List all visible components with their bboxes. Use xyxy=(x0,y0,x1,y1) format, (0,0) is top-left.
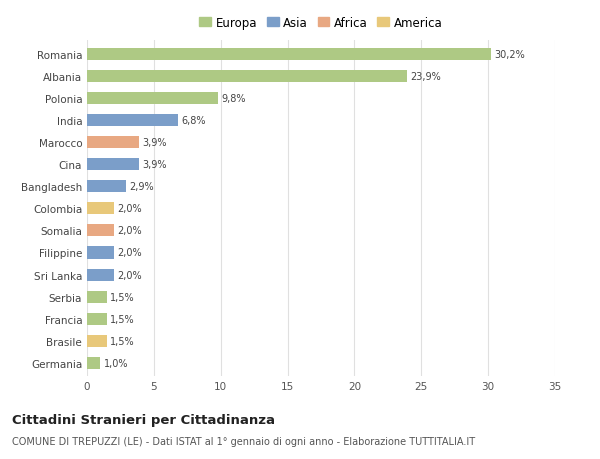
Bar xyxy=(87,71,407,83)
Text: 9,8%: 9,8% xyxy=(221,94,246,104)
Text: 2,0%: 2,0% xyxy=(117,226,142,236)
Text: 1,0%: 1,0% xyxy=(104,358,128,368)
Text: 1,5%: 1,5% xyxy=(110,292,135,302)
Bar xyxy=(87,225,114,237)
Text: 2,0%: 2,0% xyxy=(117,270,142,280)
Text: Cittadini Stranieri per Cittadinanza: Cittadini Stranieri per Cittadinanza xyxy=(12,413,275,426)
Bar xyxy=(87,313,107,325)
Text: 3,9%: 3,9% xyxy=(142,160,167,170)
Text: 1,5%: 1,5% xyxy=(110,314,135,324)
Bar xyxy=(87,247,114,259)
Text: 23,9%: 23,9% xyxy=(410,72,440,82)
Text: 6,8%: 6,8% xyxy=(181,116,206,126)
Bar xyxy=(87,357,100,369)
Text: COMUNE DI TREPUZZI (LE) - Dati ISTAT al 1° gennaio di ogni anno - Elaborazione T: COMUNE DI TREPUZZI (LE) - Dati ISTAT al … xyxy=(12,436,475,446)
Text: 1,5%: 1,5% xyxy=(110,336,135,346)
Bar xyxy=(87,137,139,149)
Bar xyxy=(87,181,126,193)
Text: 30,2%: 30,2% xyxy=(494,50,525,60)
Bar xyxy=(87,203,114,215)
Text: 2,0%: 2,0% xyxy=(117,204,142,214)
Bar xyxy=(87,291,107,303)
Text: 2,9%: 2,9% xyxy=(129,182,154,192)
Text: 3,9%: 3,9% xyxy=(142,138,167,148)
Bar xyxy=(87,49,491,61)
Bar xyxy=(87,335,107,347)
Legend: Europa, Asia, Africa, America: Europa, Asia, Africa, America xyxy=(197,14,445,32)
Bar xyxy=(87,269,114,281)
Bar xyxy=(87,93,218,105)
Text: 2,0%: 2,0% xyxy=(117,248,142,258)
Bar xyxy=(87,159,139,171)
Bar xyxy=(87,115,178,127)
